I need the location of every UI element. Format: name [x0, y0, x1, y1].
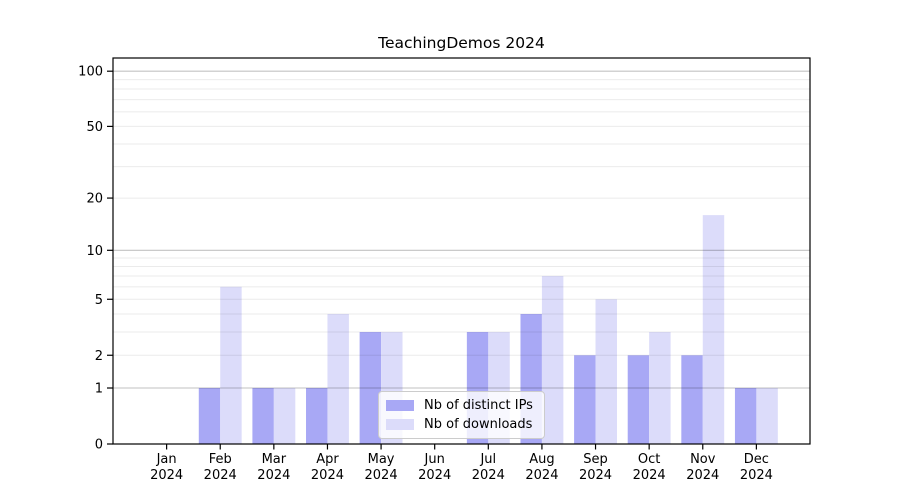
x-tick-label-month: Apr [316, 452, 339, 467]
legend-label-downloads: Nb of downloads [424, 417, 533, 432]
bar-distinct-ips-dec [734, 388, 757, 444]
x-tick-label-month: May [368, 452, 395, 467]
x-tick-label-year: 2024 [686, 468, 719, 483]
x-tick-label-month: Jan [156, 452, 177, 467]
y-tick-label: 20 [86, 192, 103, 207]
y-tick-label: 1 [95, 382, 103, 397]
bar-distinct-ips-sep [574, 355, 596, 444]
x-tick-label-month: Aug [529, 452, 554, 467]
x-tick-label-year: 2024 [472, 468, 505, 483]
x-tick-label-year: 2024 [418, 468, 451, 483]
bar-distinct-ips-nov [681, 355, 703, 444]
bar-distinct-ips-mar [252, 388, 274, 444]
x-tick-label-year: 2024 [150, 468, 183, 483]
x-tick-label-year: 2024 [633, 468, 666, 483]
bar-downloads-aug [541, 276, 564, 444]
y-tick-label: 100 [78, 65, 103, 80]
x-tick-label-month: Jun [424, 452, 445, 467]
legend-item-downloads: Nb of downloads [386, 417, 535, 432]
y-tick-label: 50 [86, 120, 103, 135]
x-tick-label-year: 2024 [311, 468, 344, 483]
x-tick-label-year: 2024 [579, 468, 612, 483]
chart-title: TeachingDemos 2024 [378, 34, 545, 52]
bar-distinct-ips-oct [627, 355, 650, 444]
bar-distinct-ips-feb [198, 388, 221, 444]
x-tick-label-year: 2024 [740, 468, 773, 483]
legend-swatch-distinct-ips [386, 400, 414, 411]
bar-distinct-ips-apr [306, 388, 328, 444]
bar-downloads-sep [595, 299, 617, 444]
bar-downloads-mar [273, 388, 296, 444]
y-tick-label: 0 [95, 438, 103, 453]
x-tick-label-year: 2024 [257, 468, 290, 483]
x-tick-label-month: Mar [262, 452, 287, 467]
y-tick-label: 10 [86, 244, 103, 259]
bar-distinct-ips-may [359, 332, 382, 444]
legend-swatch-downloads [386, 419, 414, 430]
legend-item-distinct-ips: Nb of distinct IPs [386, 398, 535, 413]
x-tick-label-month: Oct [638, 452, 660, 467]
y-tick-label: 2 [95, 349, 103, 364]
bar-downloads-dec [756, 388, 778, 444]
x-tick-label-month: Feb [209, 452, 232, 467]
y-tick-label: 5 [95, 293, 103, 308]
legend-label-distinct-ips: Nb of distinct IPs [424, 398, 533, 413]
plot-frame [112, 57, 811, 445]
x-tick-label-month: Dec [744, 452, 769, 467]
bar-downloads-oct [649, 332, 671, 444]
x-tick-label-year: 2024 [525, 468, 558, 483]
x-tick-label-month: Jul [479, 452, 496, 467]
bar-downloads-apr [327, 313, 349, 444]
x-tick-label-year: 2024 [365, 468, 398, 483]
x-tick-label-month: Nov [690, 452, 716, 467]
bar-downloads-feb [220, 286, 242, 444]
x-tick-label-year: 2024 [204, 468, 237, 483]
x-tick-label-month: Sep [583, 452, 608, 467]
legend: Nb of distinct IPs Nb of downloads [378, 391, 545, 439]
bar-downloads-nov [702, 215, 725, 444]
